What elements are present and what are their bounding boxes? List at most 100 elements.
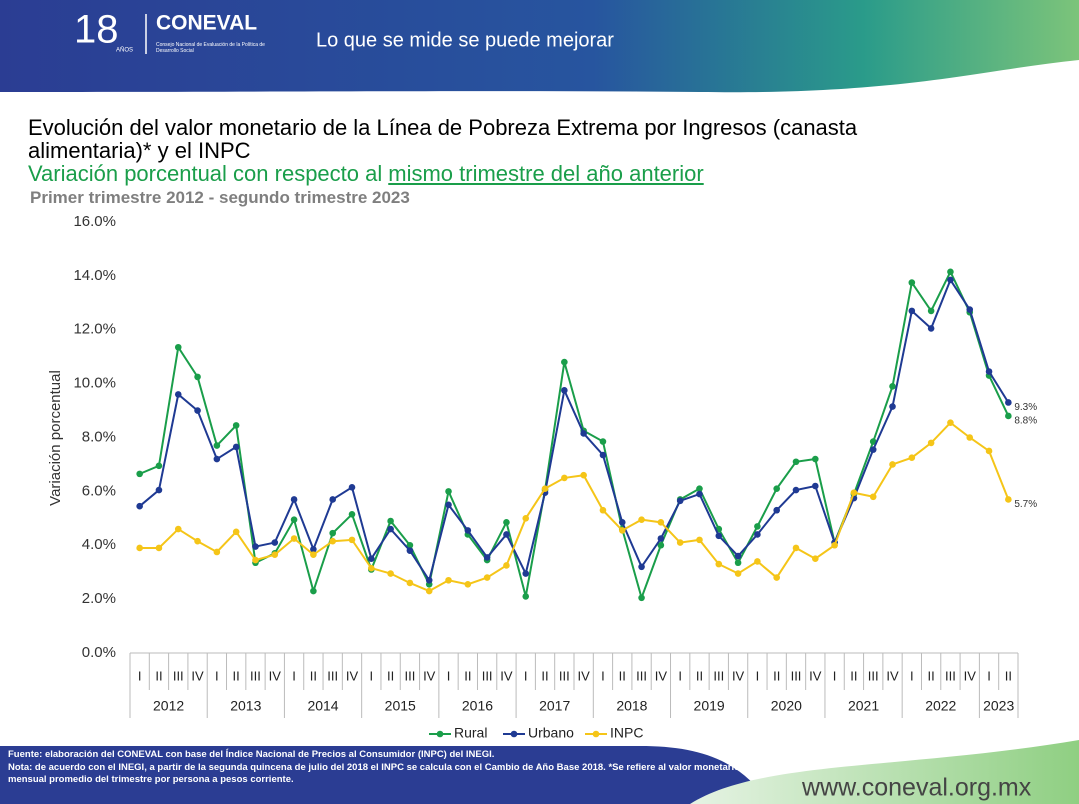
series-line bbox=[139, 269, 1010, 602]
value-label: 8.8% bbox=[1014, 416, 1037, 427]
year-label: 2013 bbox=[230, 698, 261, 714]
x-tick-label: IV bbox=[732, 668, 745, 683]
data-point bbox=[715, 560, 723, 568]
data-point bbox=[618, 519, 626, 526]
data-point bbox=[194, 407, 201, 414]
x-tick-label: III bbox=[713, 668, 724, 683]
x-tick-label: I bbox=[369, 668, 373, 683]
data-point bbox=[580, 471, 587, 479]
x-tick-label: I bbox=[447, 668, 451, 683]
data-point bbox=[927, 325, 935, 332]
y-tick-label: 16.0% bbox=[73, 213, 116, 230]
year-label: 2020 bbox=[771, 698, 802, 714]
data-point bbox=[908, 454, 916, 462]
y-tick-label: 0.0% bbox=[82, 644, 116, 661]
data-point bbox=[445, 501, 452, 509]
x-tick-label: IV bbox=[655, 668, 668, 683]
x-tick-label: I bbox=[215, 668, 219, 683]
data-point bbox=[792, 486, 800, 494]
x-tick-label: I bbox=[833, 668, 837, 683]
data-point bbox=[812, 555, 819, 563]
year-label: 2015 bbox=[385, 698, 416, 714]
x-tick-label: IV bbox=[886, 668, 899, 683]
data-point bbox=[561, 474, 568, 482]
data-point bbox=[522, 593, 530, 600]
data-point bbox=[174, 525, 182, 533]
data-point bbox=[754, 523, 761, 530]
brand: CONEVAL bbox=[156, 12, 257, 35]
data-point bbox=[503, 562, 510, 569]
data-point bbox=[715, 532, 723, 540]
y-tick-label: 4.0% bbox=[82, 536, 116, 553]
data-point bbox=[676, 539, 684, 546]
data-point bbox=[638, 563, 645, 571]
x-tick-label: III bbox=[791, 668, 802, 683]
x-tick-label: I bbox=[524, 668, 528, 683]
footer-wave bbox=[690, 740, 1079, 804]
data-point bbox=[464, 581, 472, 588]
data-point bbox=[252, 543, 259, 550]
data-point bbox=[831, 541, 838, 549]
x-tick-label: III bbox=[636, 668, 647, 683]
data-point bbox=[483, 554, 491, 561]
data-point bbox=[850, 489, 858, 497]
data-point bbox=[136, 470, 143, 478]
y-tick-label: 14.0% bbox=[73, 267, 116, 284]
x-tick-label: III bbox=[482, 668, 493, 683]
y-tick-label: 8.0% bbox=[82, 428, 116, 445]
y-tick-label: 10.0% bbox=[73, 375, 116, 392]
data-point bbox=[869, 446, 877, 453]
subtitle-block: Variación porcentual con respecto al mism… bbox=[28, 161, 704, 187]
footer-url: www.coneval.org.mx bbox=[801, 774, 1032, 802]
data-point bbox=[174, 391, 182, 398]
x-tick-label: III bbox=[404, 668, 415, 683]
data-point bbox=[213, 442, 221, 449]
data-point bbox=[522, 515, 530, 522]
x-tick-label: IV bbox=[964, 668, 977, 683]
data-point bbox=[329, 496, 336, 503]
x-tick-label: IV bbox=[346, 668, 359, 683]
data-point bbox=[773, 506, 780, 514]
data-point bbox=[271, 551, 279, 558]
logo-number: 18 bbox=[74, 8, 119, 52]
legend-label: Urbano bbox=[528, 725, 574, 741]
data-point bbox=[213, 455, 221, 463]
data-point bbox=[734, 570, 742, 577]
data-point bbox=[155, 486, 163, 494]
data-point bbox=[812, 482, 819, 490]
legend-marker bbox=[436, 730, 444, 738]
data-point bbox=[908, 307, 916, 315]
data-point bbox=[194, 537, 201, 545]
data-point bbox=[580, 430, 587, 437]
x-tick-label: I bbox=[292, 668, 296, 683]
x-tick-label: II bbox=[928, 668, 935, 683]
x-tick-label: I bbox=[910, 668, 914, 683]
data-point bbox=[599, 438, 607, 445]
data-point bbox=[252, 556, 259, 564]
year-label: 2022 bbox=[925, 698, 956, 714]
series-line bbox=[139, 421, 1010, 593]
x-tick-label: IV bbox=[269, 668, 282, 683]
x-tick-label: II bbox=[233, 668, 240, 683]
data-point bbox=[406, 579, 414, 587]
data-point bbox=[734, 552, 742, 560]
year-label: 2021 bbox=[848, 698, 879, 714]
data-point bbox=[348, 484, 356, 491]
data-point bbox=[927, 307, 935, 315]
x-tick-label: I bbox=[601, 668, 605, 683]
data-point bbox=[155, 544, 163, 552]
x-tick-label: III bbox=[173, 668, 184, 683]
data-point bbox=[387, 525, 394, 533]
data-point bbox=[754, 531, 761, 538]
data-point bbox=[869, 493, 877, 501]
data-point bbox=[232, 443, 240, 451]
data-point bbox=[696, 485, 703, 492]
header-band bbox=[0, 0, 1079, 93]
subtitle-emphasis: mismo trimestre del año anterior bbox=[388, 161, 704, 186]
data-point bbox=[657, 519, 665, 526]
x-tick-label: IV bbox=[500, 668, 513, 683]
data-point bbox=[947, 268, 954, 276]
data-point bbox=[561, 358, 568, 366]
data-point bbox=[406, 547, 414, 554]
